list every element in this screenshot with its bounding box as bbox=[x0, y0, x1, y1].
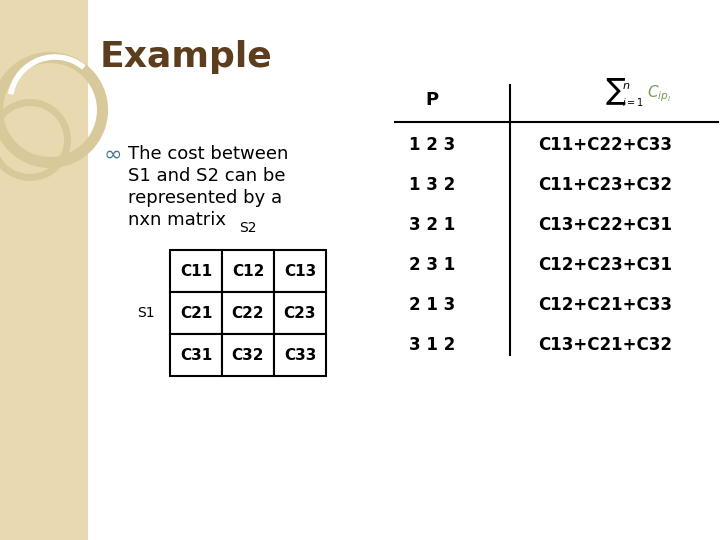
Text: C12+C21+C33: C12+C21+C33 bbox=[538, 296, 672, 314]
Text: $\mathregular{\sum}$: $\mathregular{\sum}$ bbox=[605, 77, 626, 107]
Text: $n$: $n$ bbox=[622, 81, 630, 91]
Text: 1 2 3: 1 2 3 bbox=[409, 136, 455, 154]
Bar bbox=[222, 334, 274, 376]
Text: C13: C13 bbox=[284, 264, 316, 279]
Text: C11+C23+C32: C11+C23+C32 bbox=[538, 176, 672, 194]
Text: nxn matrix: nxn matrix bbox=[128, 211, 226, 229]
Text: 1 3 2: 1 3 2 bbox=[409, 176, 455, 194]
Text: S2: S2 bbox=[239, 221, 257, 235]
Text: 2 1 3: 2 1 3 bbox=[409, 296, 455, 314]
Text: C23: C23 bbox=[284, 306, 316, 321]
Text: C11+C22+C33: C11+C22+C33 bbox=[538, 136, 672, 154]
Text: C12: C12 bbox=[232, 264, 264, 279]
Text: ∞: ∞ bbox=[104, 145, 122, 165]
Bar bbox=[170, 334, 222, 376]
Text: 2 3 1: 2 3 1 bbox=[409, 256, 455, 274]
Text: represented by a: represented by a bbox=[128, 189, 282, 207]
Bar bbox=[222, 250, 274, 292]
Text: C22: C22 bbox=[232, 306, 264, 321]
Bar bbox=[274, 250, 326, 292]
Text: $i=1$: $i=1$ bbox=[622, 96, 644, 108]
Text: S1: S1 bbox=[138, 306, 155, 320]
Text: The cost between: The cost between bbox=[128, 145, 289, 163]
Text: S1 and S2 can be: S1 and S2 can be bbox=[128, 167, 286, 185]
Text: 3 1 2: 3 1 2 bbox=[409, 336, 455, 354]
Text: C32: C32 bbox=[232, 348, 264, 362]
Bar bbox=[274, 334, 326, 376]
Text: C21: C21 bbox=[180, 306, 212, 321]
Bar bbox=[170, 250, 222, 292]
Text: Example: Example bbox=[100, 40, 273, 74]
Text: P: P bbox=[426, 91, 438, 109]
Bar bbox=[170, 292, 222, 334]
Text: $C_{ip_i}$: $C_{ip_i}$ bbox=[647, 84, 672, 104]
Text: C31: C31 bbox=[180, 348, 212, 362]
Text: C13+C21+C32: C13+C21+C32 bbox=[538, 336, 672, 354]
Text: C11: C11 bbox=[180, 264, 212, 279]
Text: 3 2 1: 3 2 1 bbox=[409, 216, 455, 234]
Text: C33: C33 bbox=[284, 348, 316, 362]
Bar bbox=[0, 0, 88, 540]
Bar bbox=[222, 292, 274, 334]
Text: C13+C22+C31: C13+C22+C31 bbox=[538, 216, 672, 234]
Bar bbox=[274, 292, 326, 334]
Text: C12+C23+C31: C12+C23+C31 bbox=[538, 256, 672, 274]
